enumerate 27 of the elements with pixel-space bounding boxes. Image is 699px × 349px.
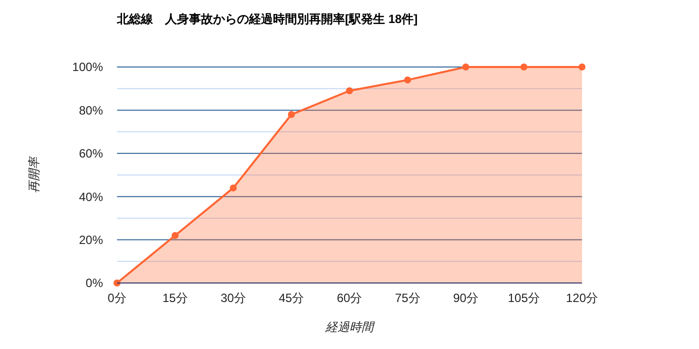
y-tick-label: 20% (78, 233, 104, 247)
x-tick-label: 45分 (278, 291, 304, 305)
chart-title: 北総線 人身事故からの経過時間別再開率[駅発生 18件] (116, 12, 418, 26)
x-axis-title: 経過時間 (324, 320, 376, 334)
point (172, 232, 179, 239)
y-tick-label: 0% (86, 276, 104, 290)
point (346, 87, 353, 94)
y-tick-label: 60% (78, 146, 104, 161)
point (462, 64, 470, 70)
point (114, 280, 120, 286)
point (404, 76, 412, 84)
y-axis-title: 再開率 (27, 155, 41, 193)
x-tick-label: 30分 (220, 291, 246, 305)
x-tick-label: 105分 (508, 291, 540, 305)
point (578, 64, 586, 70)
point (520, 64, 528, 70)
x-tick-label: 120分 (566, 291, 598, 305)
x-tick-label: 75分 (394, 291, 420, 305)
x-tick-label: 60分 (336, 291, 362, 305)
point (288, 111, 295, 118)
x-tick-label: 90分 (453, 291, 478, 305)
y-tick-label: 80% (78, 103, 104, 118)
y-tick-label: 40% (78, 190, 104, 204)
y-tick-label: 100% (72, 60, 104, 74)
point (230, 184, 237, 192)
x-tick-label: 0分 (108, 291, 126, 305)
x-tick-label: 15分 (162, 291, 188, 305)
